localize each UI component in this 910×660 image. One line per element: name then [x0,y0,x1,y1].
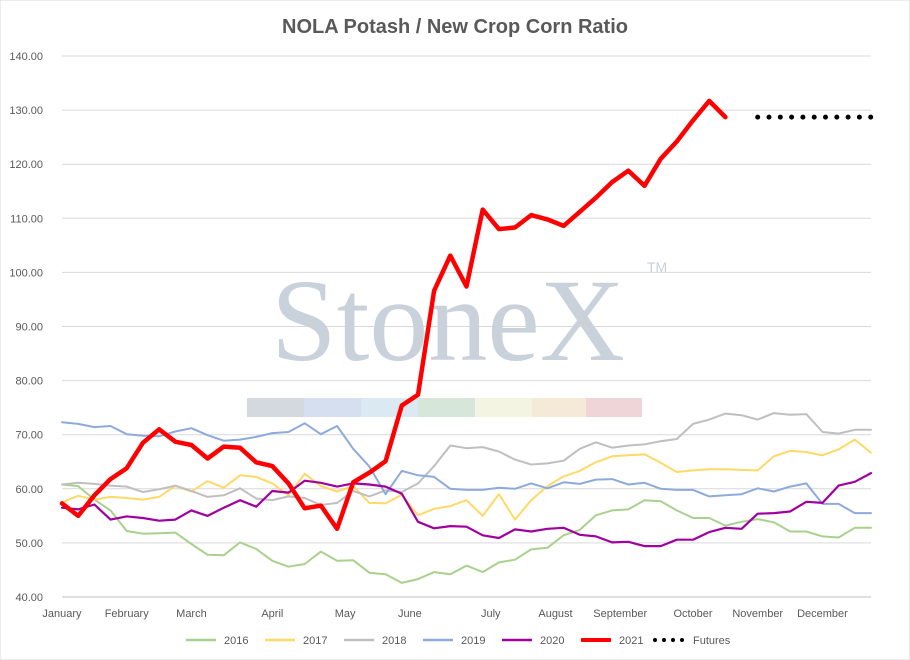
watermark-text: StoneX [271,255,625,386]
watermark-color-bar [247,398,642,417]
legend-label: Futures [693,635,731,647]
watermark-swatch [304,398,361,417]
series-line-2017 [61,438,872,521]
series-line-2021 [59,98,728,532]
y-tick-label: 100.00 [9,267,43,279]
y-tick-label: 110.00 [10,213,43,225]
y-tick-label: 60.00 [15,484,43,496]
y-tick-label: 40.00 [15,592,43,604]
watermark-tm: TM [647,259,667,275]
x-tick-label: September [593,608,647,620]
y-tick-label: 70.00 [15,430,43,442]
y-tick-label: 130.00 [9,105,43,117]
y-tick-label: 120.00 [9,159,43,171]
series-lines [59,98,874,584]
x-tick-label: March [176,608,207,620]
x-tick-label: December [797,608,848,620]
watermark-swatch [532,398,586,417]
legend-label: 2018 [382,635,406,647]
x-tick-label: May [335,608,356,620]
y-tick-label: 140.00 [9,51,43,63]
x-tick-label: October [673,608,712,620]
legend-label: 2021 [619,635,643,647]
x-tick-label: November [732,608,783,620]
legend: 2016 2017 2018 2019 2020 2021 Futures [186,635,731,647]
x-tick-label: April [261,608,283,620]
x-tick-label: January [42,608,82,620]
x-tick-label: February [105,608,150,620]
series-line-2016 [61,483,872,584]
y-tick-label: 80.00 [15,376,43,388]
x-tick-label: June [398,608,422,620]
x-axis-tick-labels: January February March April May June July Augu… [42,608,848,620]
legend-label: 2020 [540,635,564,647]
watermark-swatch [586,398,642,417]
legend-label: 2019 [461,635,485,647]
series-line-2018 [61,412,872,506]
watermark-swatch [247,398,304,417]
y-tick-label: 90.00 [15,322,43,334]
y-axis-tick-labels: 40.00 50.00 60.00 70.00 80.00 90.00 100.00 110.… [9,51,43,604]
watermark-swatch [418,398,475,417]
watermark-swatch [475,398,532,417]
legend-label: 2017 [303,635,327,647]
x-tick-label: July [481,608,501,620]
chart-title: NOLA Potash / New Crop Corn Ratio [282,16,628,38]
x-tick-label: August [538,608,572,620]
y-tick-label: 50.00 [15,538,43,550]
legend-label: 2016 [224,635,248,647]
series-line-2020 [60,472,873,548]
series-line-2019 [61,421,872,515]
